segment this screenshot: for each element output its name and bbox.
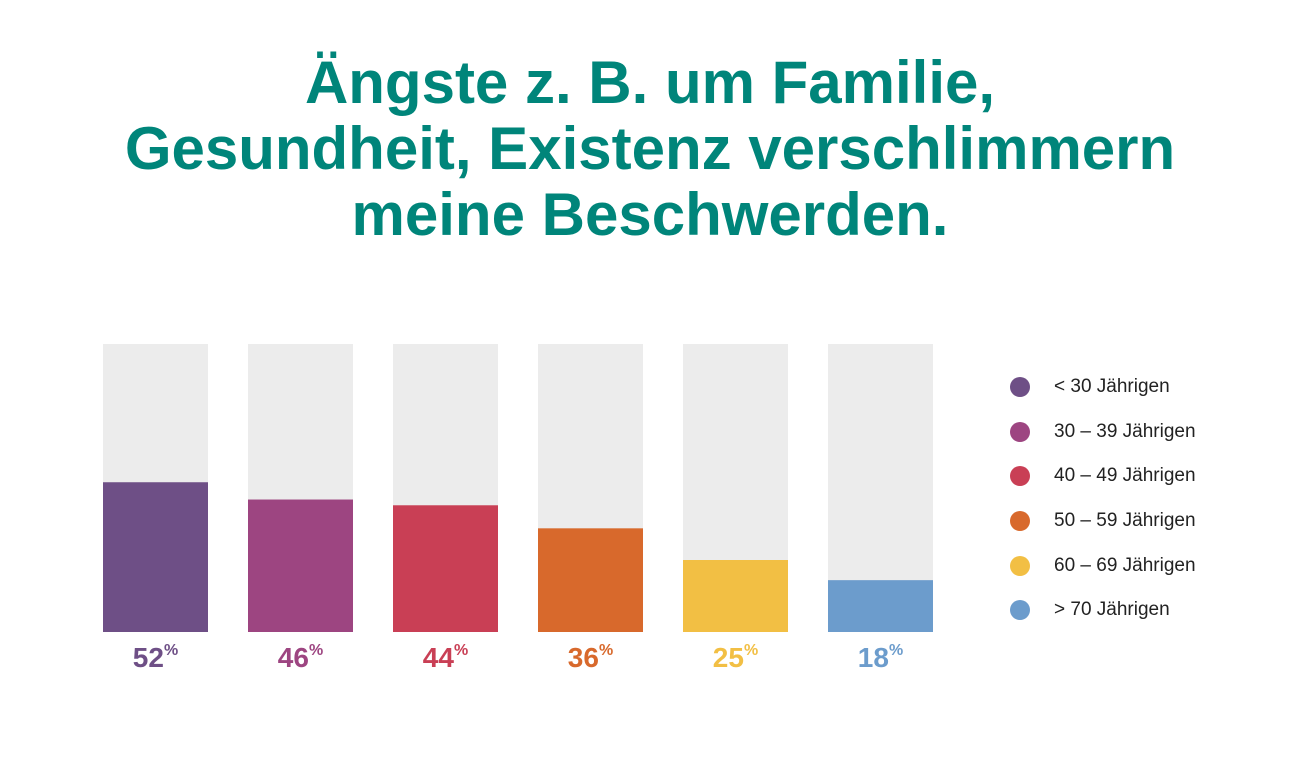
- legend-dot-icon: [1010, 600, 1030, 621]
- legend-item-2: 30 – 39 Jährigen: [1010, 410, 1196, 455]
- bar-3: [393, 505, 498, 632]
- chart-title-line-1: Ängste z. B. um Familie,: [304, 49, 996, 116]
- legend-item-6: > 70 Jährigen: [1010, 588, 1196, 633]
- legend-label: 30 – 39 Jährigen: [1054, 420, 1196, 442]
- legend-dot-icon: [1010, 466, 1030, 487]
- bar-5: [683, 560, 788, 632]
- value-label-2: 46%: [278, 642, 323, 673]
- value-label-1: 52%: [133, 642, 178, 673]
- bar-1: [103, 482, 208, 632]
- legend-label: > 70 Jährigen: [1054, 599, 1170, 621]
- chart-title-line-2: Gesundheit, Existenz verschlimmern: [124, 115, 1176, 182]
- bar-2: [248, 499, 353, 632]
- bar-chart: 52% 46% 44% 36% 25% 18%: [103, 344, 933, 673]
- legend-dot-icon: [1010, 377, 1030, 398]
- value-label-3: 44%: [423, 642, 468, 673]
- chart-title: Ängste z. B. um Familie, Gesundheit, Exi…: [0, 50, 1300, 248]
- legend-item-4: 50 – 59 Jährigen: [1010, 499, 1196, 544]
- legend-dot-icon: [1010, 421, 1030, 442]
- chart-title-line-3: meine Beschwerden.: [351, 181, 949, 248]
- legend: < 30 Jährigen 30 – 39 Jährigen 40 – 49 Jäh…: [1010, 365, 1196, 633]
- bar-4: [538, 528, 643, 632]
- legend-item-5: 60 – 69 Jährigen: [1010, 543, 1196, 588]
- value-label-5: 25%: [713, 642, 758, 673]
- legend-dot-icon: [1010, 511, 1030, 532]
- value-label-4: 36%: [568, 642, 613, 673]
- legend-label: < 30 Jährigen: [1054, 376, 1170, 398]
- legend-label: 60 – 69 Jährigen: [1054, 554, 1196, 576]
- legend-label: 40 – 49 Jährigen: [1054, 465, 1196, 487]
- bar-6: [828, 580, 933, 632]
- legend-label: 50 – 59 Jährigen: [1054, 510, 1196, 532]
- legend-item-3: 40 – 49 Jährigen: [1010, 454, 1196, 499]
- legend-item-1: < 30 Jährigen: [1010, 365, 1196, 410]
- value-label-6: 18%: [858, 642, 903, 673]
- legend-dot-icon: [1010, 555, 1030, 576]
